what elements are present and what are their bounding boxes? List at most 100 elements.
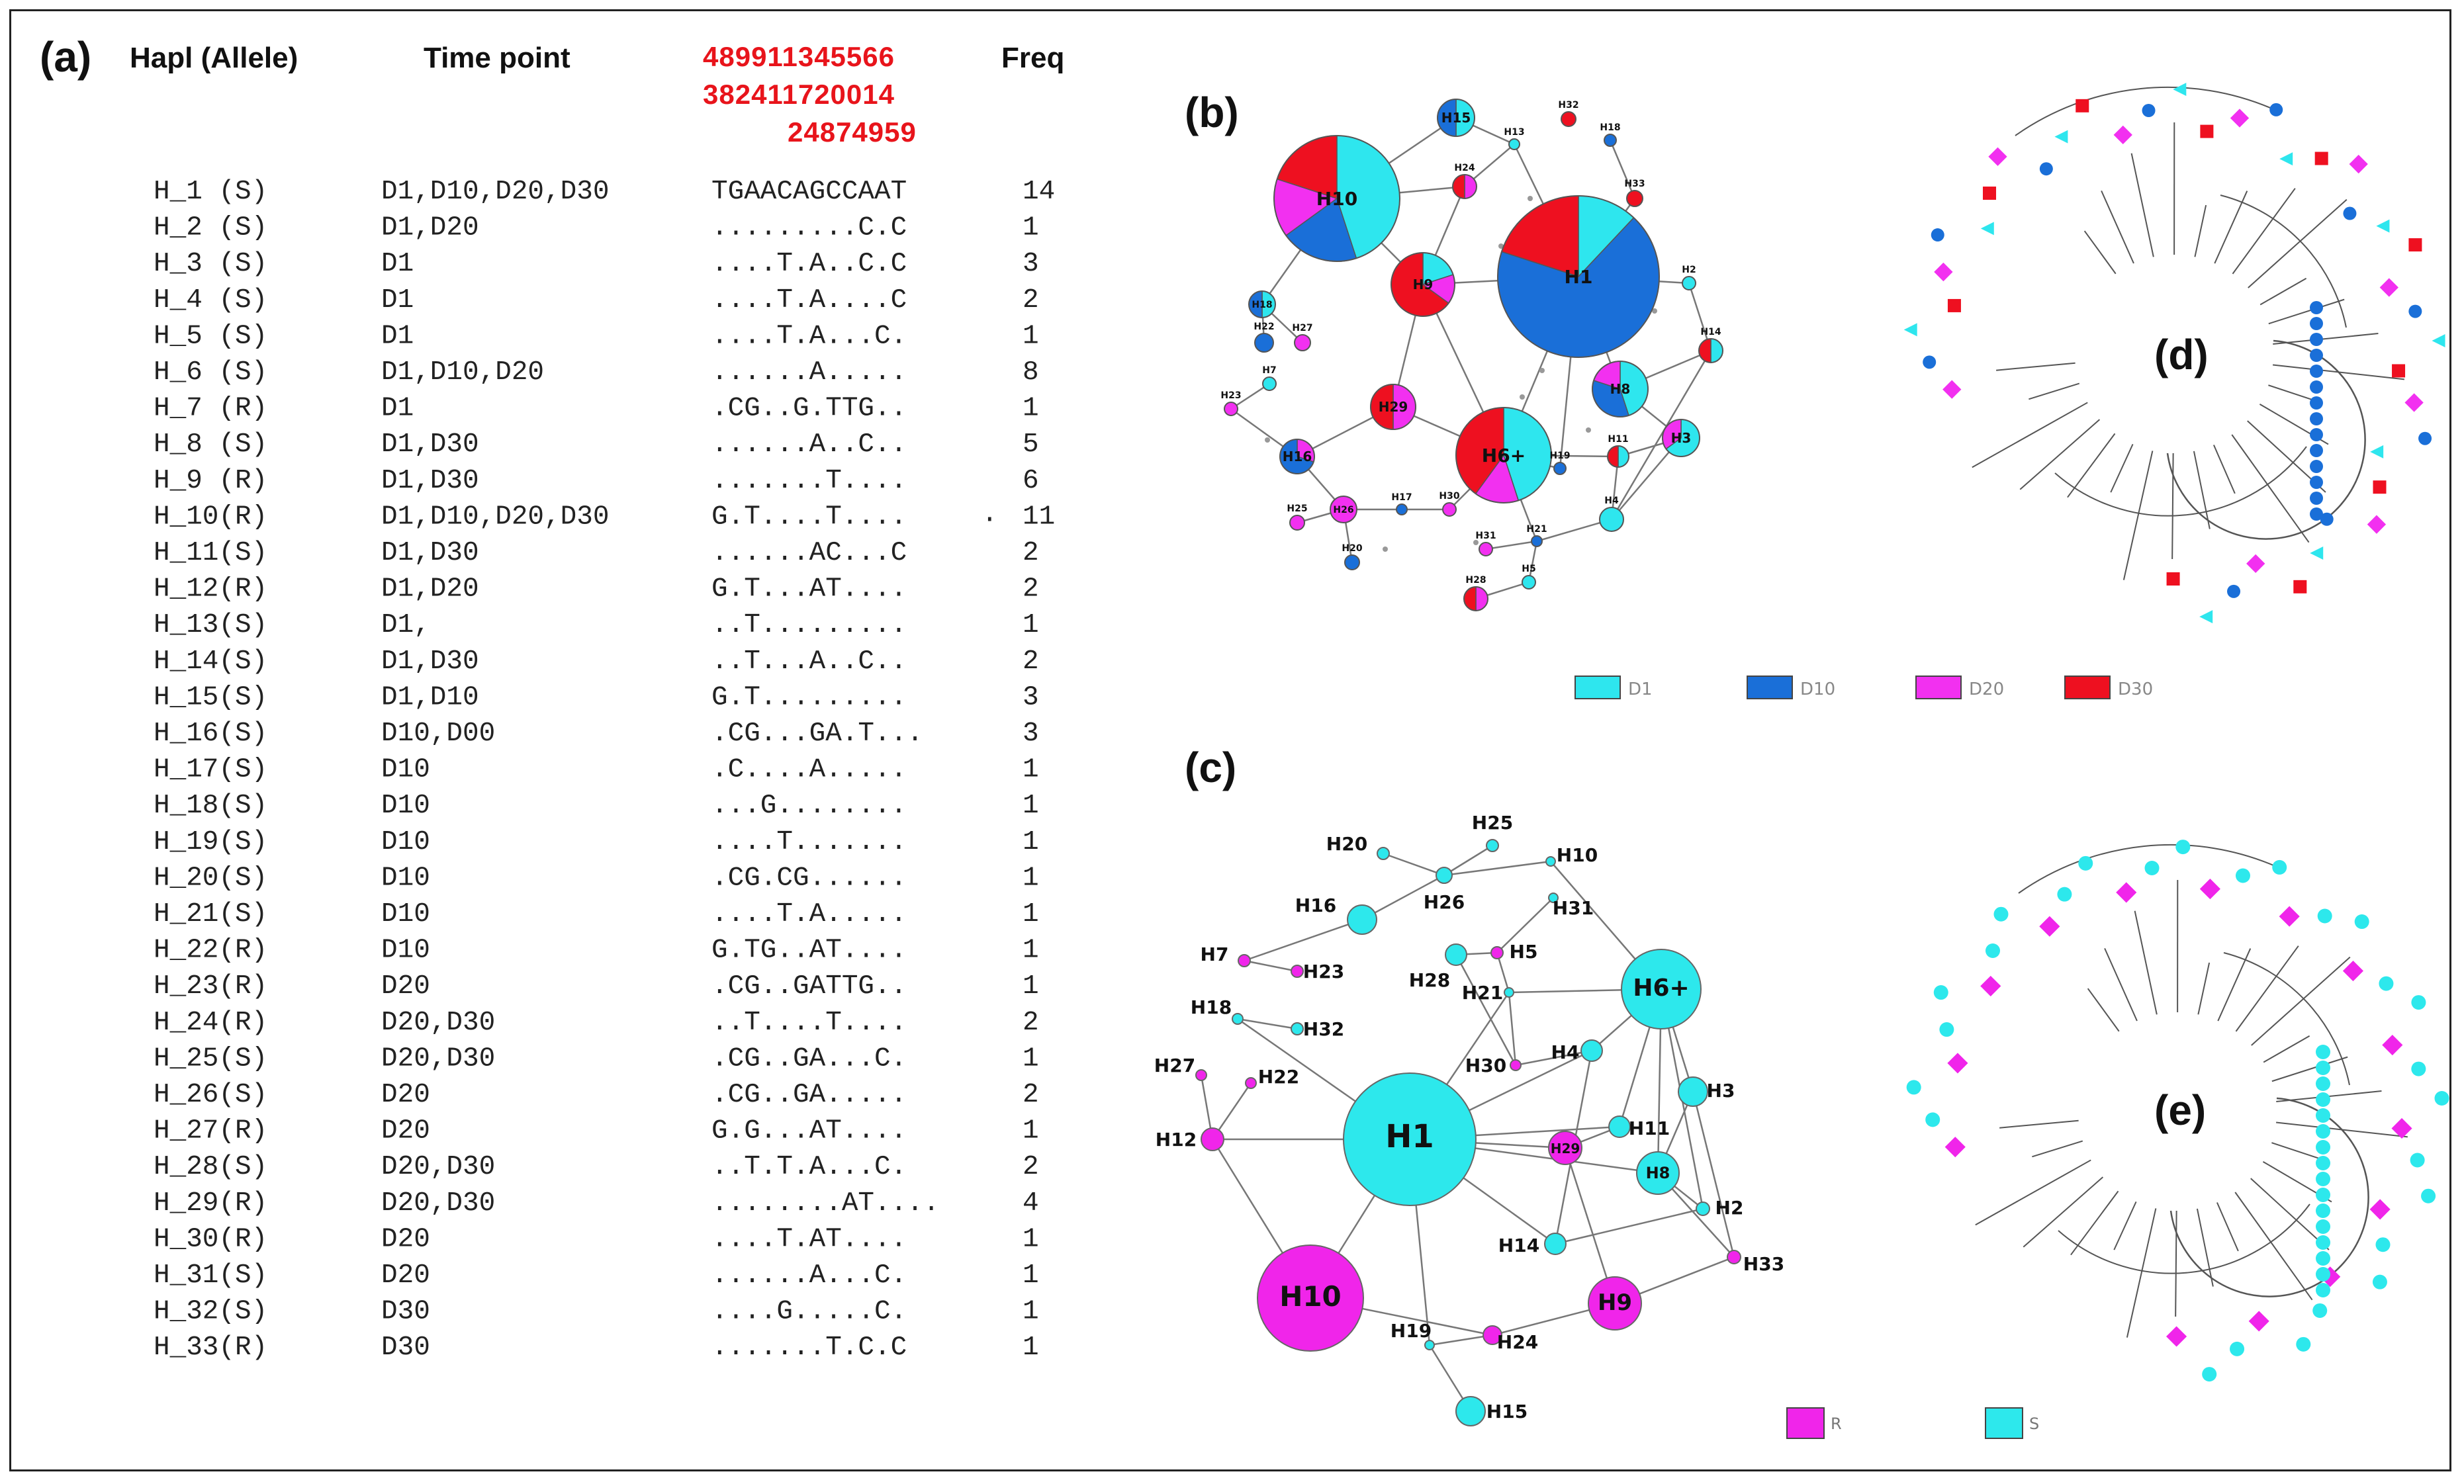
- haplotype-network-allele: (c) H1 H10 H6+ H9 H29 H8 H3 H16 H15 H4 H11 H14 H12 H28…: [1154, 744, 2039, 1439]
- node-label: H1: [1385, 1118, 1434, 1155]
- row-haplotype: H_2 (S): [154, 213, 267, 243]
- table-row: H_13(S) D1, ..T......... 1: [154, 610, 1039, 640]
- row-time-point: D30: [381, 1332, 430, 1363]
- node-label: H30: [1465, 1055, 1506, 1076]
- tip-marker: [2370, 445, 2384, 458]
- tree-branch: [1996, 362, 2076, 371]
- network-edge: [1692, 1091, 1735, 1258]
- tip-marker: [1903, 323, 1917, 337]
- row-haplotype: H_12(R): [154, 574, 267, 605]
- haplotype-node: [1548, 1131, 1582, 1165]
- node-label: H3: [1707, 1080, 1735, 1102]
- median-vector: [1265, 437, 1270, 443]
- haplotype-node: [1580, 1039, 1603, 1062]
- node-label: H20: [1326, 833, 1367, 855]
- pie-slice: [1479, 542, 1493, 556]
- median-vector: [1539, 368, 1545, 373]
- node-label: H6+: [1482, 445, 1526, 466]
- row-frequency: 2: [1023, 285, 1039, 316]
- tip-marker: [2316, 1108, 2330, 1123]
- node-label: H27: [1292, 323, 1312, 333]
- median-vector: [1528, 196, 1533, 201]
- row-frequency: 1: [1023, 610, 1039, 640]
- haplotype-node: [1445, 943, 1467, 966]
- node-label: H24: [1454, 163, 1475, 173]
- row-sequence: ....T.A.....: [711, 899, 907, 930]
- node-label: H23: [1303, 961, 1344, 982]
- tip-marker: [2310, 301, 2323, 314]
- tip-marker: [2391, 1117, 2412, 1139]
- tree-branch: [2101, 190, 2134, 264]
- table-row: H_15(S) D1,D10 G.T......... 3: [154, 682, 1039, 713]
- tip-marker: [2310, 428, 2323, 441]
- row-sequence: ...G........: [711, 791, 907, 821]
- tree-branch: [2231, 434, 2310, 543]
- tip-marker: [2310, 349, 2323, 362]
- row-time-point: D20,D30: [381, 1043, 495, 1074]
- tip-marker: [1933, 985, 1948, 1000]
- haplotype-node: [1294, 334, 1311, 351]
- tip-marker: [2404, 393, 2424, 412]
- row-haplotype: H_16(S): [154, 719, 267, 749]
- row-frequency: 2: [1023, 574, 1039, 605]
- row-frequency: 1: [1023, 321, 1039, 351]
- tip-marker: [2432, 334, 2445, 348]
- haplotype-node: [1436, 867, 1453, 884]
- node-label: H5: [1522, 564, 1535, 574]
- haplotype-node: [1279, 439, 1315, 474]
- row-frequency: 1: [1023, 1043, 1039, 1074]
- row-sequence: ........AT....: [711, 1188, 939, 1219]
- table-row: H_32(S) D30 ....G.....C. 1: [154, 1297, 1039, 1327]
- tip-marker: [2054, 130, 2068, 144]
- tip-marker: [2039, 916, 2060, 937]
- row-time-point: D20,D30: [381, 1008, 495, 1038]
- network-edge: [1443, 860, 1551, 877]
- row-frequency: 3: [1023, 719, 1039, 749]
- network-edge: [1244, 918, 1363, 962]
- tip-marker: [2316, 1076, 2330, 1091]
- haplotype-node: [1662, 419, 1700, 457]
- node-label: H8: [1610, 381, 1631, 397]
- network-edge: [1610, 350, 1712, 520]
- haplotype-node: [1531, 535, 1543, 547]
- row-frequency: 1: [1023, 899, 1039, 930]
- table-row: H_7 (R) D1 .CG..G.TTG.. 1: [154, 394, 1039, 424]
- tip-marker: [2408, 304, 2422, 318]
- tree-clade-arc: [2015, 86, 2274, 136]
- network-edge: [1455, 954, 1517, 1066]
- pie-slice: [1254, 333, 1274, 353]
- table-row: H_8 (S) D1,D30 ......A..C.. 5: [154, 429, 1039, 460]
- tip-marker: [2039, 162, 2053, 176]
- row-frequency: 1: [1023, 1260, 1039, 1291]
- node-label: H28: [1465, 575, 1486, 586]
- row-sequence: ....T.A..C.C: [711, 249, 907, 279]
- tip-marker: [2200, 124, 2214, 138]
- row-time-point: D10,D00: [381, 719, 495, 749]
- panel-label-b: (b): [1185, 89, 1239, 136]
- row-sequence: G.G...AT....: [711, 1116, 907, 1147]
- table-row: H_5 (S) D1 ....T.A...C. 1: [154, 321, 1039, 351]
- circular-tree-allele: (e): [1906, 840, 2449, 1382]
- legend-swatch: [1786, 1407, 1825, 1439]
- row-time-point: D1,D30: [381, 646, 479, 677]
- network-edge: [1609, 140, 1636, 199]
- tree-branch: [2104, 947, 2138, 1022]
- node-label: H13: [1504, 127, 1524, 138]
- tip-marker: [2310, 460, 2323, 473]
- tip-marker: [1939, 1022, 1954, 1037]
- tree-branch: [2217, 948, 2252, 1022]
- row-haplotype: H_6 (S): [154, 357, 267, 388]
- haplotype-node: [1330, 496, 1357, 523]
- network-edge: [1496, 897, 1554, 953]
- haplotype-table: (a) Hapl (Allele) Time point Freq 4899113455…: [40, 33, 1064, 1363]
- row-sequence: ......A...C.: [711, 1260, 907, 1291]
- node-label: H11: [1608, 434, 1628, 445]
- network-edge: [1383, 852, 1445, 877]
- pie-slice: [1618, 445, 1629, 468]
- row-time-point: D20,D30: [381, 1188, 495, 1219]
- header-time-point: Time point: [424, 42, 570, 74]
- table-row: H_16(S) D10,D00 .CG...GA.T... 3: [154, 719, 1039, 749]
- row-frequency: 2: [1023, 646, 1039, 677]
- table-row: H_14(S) D1,D30 ..T...A..C.. 2: [154, 646, 1039, 677]
- node-label: H29: [1379, 399, 1408, 415]
